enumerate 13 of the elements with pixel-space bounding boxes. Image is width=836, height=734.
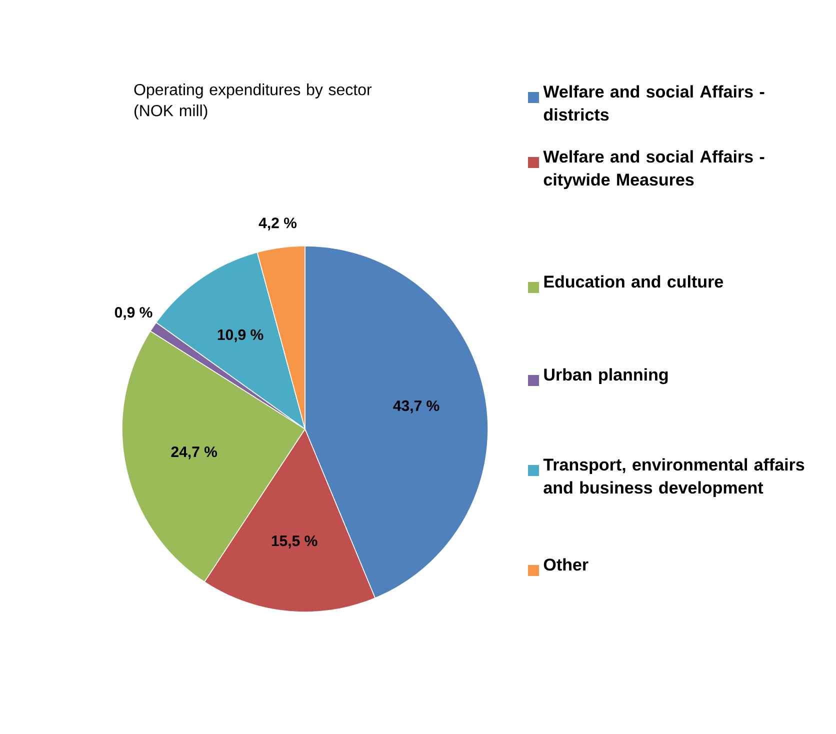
data-label: 4,2 %	[258, 218, 297, 230]
text: Operating expenditures by sector (NOK mill)	[134, 84, 372, 120]
legend-label: Welfare and social Affairs - districts	[543, 85, 764, 121]
data-label: 15,5 %	[272, 536, 318, 548]
legend-label: Urban planning	[544, 368, 668, 384]
data-label: 24,7 %	[171, 446, 218, 460]
legend-label: Transport, environmental affairs and business development	[543, 458, 804, 498]
legend-label: Education and culture	[544, 275, 724, 288]
legend-label: Welfare and social Affairs - citywide Measures	[543, 150, 764, 190]
data-label: 10,9 %	[218, 329, 264, 342]
data-label: 43,7 %	[393, 400, 440, 414]
legend-label: Other	[544, 558, 588, 571]
data-label: 0,9 %	[114, 307, 152, 320]
